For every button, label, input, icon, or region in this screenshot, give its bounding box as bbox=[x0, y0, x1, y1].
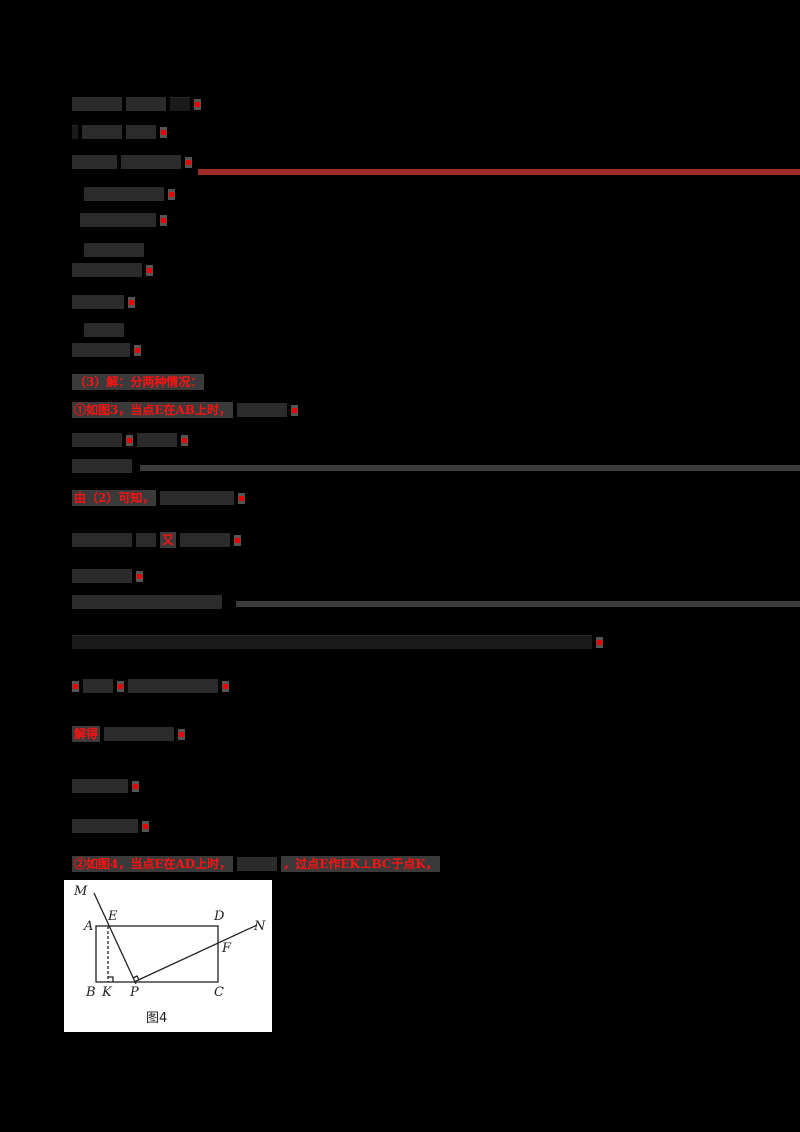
part3-heading: （3）解：分两种情况： bbox=[72, 374, 205, 390]
case2-mid: ，过点E作EK⊥BC于点K， bbox=[281, 856, 440, 872]
formula-line bbox=[84, 184, 175, 204]
case2-line: ②如图4，当点E在AD上时， ，过点E作EK⊥BC于点K， bbox=[72, 854, 440, 874]
formula-line bbox=[80, 210, 167, 230]
label-a: A bbox=[83, 919, 93, 934]
red-marker bbox=[72, 680, 79, 692]
figure-caption: 图4 bbox=[146, 1011, 167, 1026]
formula-line bbox=[72, 816, 149, 836]
label-b: B bbox=[85, 985, 96, 1000]
red-marker bbox=[160, 214, 167, 226]
formula-line-long bbox=[72, 632, 603, 652]
red-marker bbox=[136, 570, 143, 582]
case2-text: ②如图4，当点E在AD上时， bbox=[72, 856, 234, 872]
red-marker bbox=[234, 534, 242, 546]
case1-ref-line: 由（2）可知， bbox=[72, 488, 246, 508]
red-marker bbox=[126, 434, 133, 446]
divider-rule bbox=[198, 169, 800, 175]
red-marker bbox=[117, 680, 124, 692]
label-e: E bbox=[107, 909, 118, 924]
formula-line bbox=[84, 240, 144, 260]
formula-line bbox=[72, 456, 132, 476]
formula-line bbox=[72, 676, 229, 696]
label-p: P bbox=[129, 985, 139, 1000]
label-c: C bbox=[214, 985, 224, 1000]
label-k: K bbox=[101, 985, 113, 1000]
red-marker bbox=[134, 344, 141, 356]
red-marker bbox=[238, 492, 246, 504]
label-m: M bbox=[73, 884, 88, 899]
formula-line bbox=[72, 592, 222, 612]
red-marker bbox=[181, 434, 188, 446]
red-marker bbox=[142, 820, 149, 832]
formula-line bbox=[72, 152, 192, 172]
label-f: F bbox=[221, 941, 232, 956]
formula-line bbox=[72, 292, 135, 312]
formula-line bbox=[84, 320, 124, 340]
formula-line bbox=[72, 122, 167, 142]
formula-line bbox=[72, 94, 201, 114]
red-marker bbox=[128, 296, 135, 308]
red-marker bbox=[596, 636, 603, 648]
case1-text: ①如图3，当点E在AB上时， bbox=[72, 402, 233, 418]
divider-rule bbox=[236, 601, 800, 607]
red-marker bbox=[132, 780, 139, 792]
red-marker bbox=[290, 404, 298, 416]
label-n: N bbox=[253, 919, 266, 934]
line-mp bbox=[93, 892, 137, 985]
red-marker bbox=[146, 264, 153, 276]
case1-red-mid: 又 bbox=[160, 532, 177, 548]
part3-heading-line: （3）解：分两种情况： bbox=[72, 372, 205, 392]
divider-rule bbox=[140, 465, 800, 471]
formula-line bbox=[72, 566, 143, 586]
red-marker bbox=[194, 98, 201, 110]
line-pn bbox=[133, 924, 258, 983]
formula-line bbox=[72, 340, 141, 360]
formula-line bbox=[72, 260, 153, 280]
case1-line: ①如图3，当点E在AB上时， bbox=[72, 400, 298, 420]
red-marker bbox=[185, 156, 192, 168]
case1-answer-label: 解得 bbox=[72, 726, 101, 742]
right-angle-p bbox=[132, 975, 140, 981]
red-marker bbox=[178, 728, 186, 740]
geometry-figure-4: M A E D N F B K P C 图4 bbox=[64, 880, 272, 1032]
formula-line bbox=[72, 430, 188, 450]
case1-ref: 由（2）可知， bbox=[72, 490, 157, 506]
red-marker bbox=[222, 680, 229, 692]
right-angle-k bbox=[108, 976, 114, 982]
case1-answer-line: 解得 bbox=[72, 724, 186, 744]
label-d: D bbox=[213, 909, 225, 924]
formula-line: 又 bbox=[72, 530, 242, 550]
rectangle-abcd bbox=[95, 925, 219, 983]
formula-line bbox=[72, 776, 139, 796]
red-marker bbox=[168, 188, 175, 200]
red-marker bbox=[160, 126, 167, 138]
